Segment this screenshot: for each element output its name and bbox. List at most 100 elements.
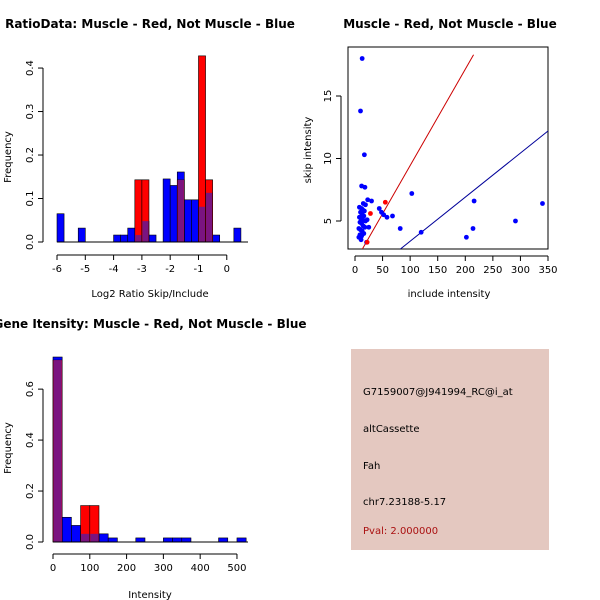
hist1-x-tick-label-1: -5 [80,264,90,275]
hist1-overlap-bar-2 [177,179,184,242]
scatter-point-not-muscle-33 [364,217,370,223]
event-type: altCassette [363,424,420,435]
scatter-red-fit-line [361,54,474,249]
hist3-overlap-bar-2 [90,533,99,542]
hist3-blue-bar-1 [61,516,72,543]
hist1-blue-bar-8 [162,178,171,243]
scatter-point-not-muscle-12 [361,208,367,214]
hist3-blue-bar-7 [135,537,146,543]
scatter-point-not-muscle-43 [463,234,469,240]
scatter-x-tick-label-4: 200 [456,265,475,276]
scatter-x-tick-label-6: 300 [511,265,530,276]
intensity-histogram-title: Gene Itensity: Muscle - Red, Not Muscle … [0,317,307,331]
p-value: Pval: 2.000000 [363,526,439,537]
hist1-y-tick-label-4: 0.4 [25,60,36,76]
hist3-overlap-bar-1 [81,533,90,542]
scatter-point-not-muscle-35 [376,206,382,211]
ratio-histogram-title: RatioData: Muscle - Red, Not Muscle - Bl… [5,17,295,31]
hist1-blue-bar-4 [127,227,136,243]
hist1-blue-bar-12 [191,199,199,243]
hist1-x-tick-label-2: -4 [109,264,119,275]
hist1-blue-bar-9 [169,185,178,243]
intensity-scatter-panel: Muscle - Red, Not Muscle - Blue include … [303,17,558,300]
scatter-x-tick-label-3: 150 [428,265,447,276]
hist1-y-tick-label-3: 0.3 [25,104,36,120]
hist3-y-tick-label-1: 0.2 [25,483,36,499]
ratio-histogram-bars [56,55,242,243]
probe-id: G7159007@J941994_RC@i_at [363,387,513,398]
scatter-point-not-muscle-42 [418,229,424,235]
scatter-point-not-muscle-37 [381,212,387,218]
scatter-point-not-muscle-38 [384,214,390,220]
hist1-blue-bar-11 [184,199,192,243]
hist3-blue-bar-2 [71,525,81,543]
scatter-point-not-muscle-1 [358,108,363,114]
hist3-blue-bar-9 [172,537,183,543]
hist1-x-tick-label-4: -2 [165,264,175,275]
scatter-x-tick-label-0: 0 [352,265,358,276]
scatter-point-muscle-2 [364,239,370,245]
hist3-x-tick-label-4: 400 [191,563,210,574]
hist3-y-tick-label-0: 0.0 [25,534,36,550]
hist1-y-tick-label-2: 0.2 [25,147,36,163]
scatter-point-muscle-1 [368,211,373,216]
scatter-point-not-muscle-46 [513,218,518,224]
intensity-histogram-axes: 0 100 200 300 400 500 0.0 0.2 0.4 0.6 [25,381,248,574]
scatter-x-tick-label-7: 350 [538,265,557,276]
chromosome-location: chr7.23188-5.17 [363,497,447,508]
scatter-point-not-muscle-0 [359,56,365,61]
hist3-y-tick-label-2: 0.4 [25,432,36,448]
hist1-x-tick-label-3: -3 [137,264,147,275]
scatter-y-tick-label-1: 10 [323,152,334,165]
scatter-x-tick-label-1: 50 [376,265,389,276]
hist1-red-bar-0 [134,179,143,243]
hist3-x-tick-label-1: 100 [80,563,99,574]
scatter-xlabel: include intensity [408,289,491,300]
ratio-histogram-panel: RatioData: Muscle - Red, Not Muscle - Bl… [3,17,295,300]
hist1-y-tick-label-1: 0.1 [25,191,36,207]
hist3-blue-bar-5 [98,533,109,543]
scatter-point-not-muscle-2 [361,152,367,158]
scatter-marks [356,54,548,249]
ratio-histogram-ylabel: Frequency [3,131,14,183]
scatter-axes: 0 50 100 150 200 250 300 350 5 10 15 [323,90,558,276]
hist3-blue-bar-10 [181,537,192,543]
scatter-point-not-muscle-40 [397,226,403,231]
info-panel: G7159007@J941994_RC@i_at altCassette Fah… [351,349,549,550]
hist1-blue-bar-0 [56,213,65,243]
intensity-histogram-ylabel: Frequency [3,422,14,474]
hist3-x-tick-label-3: 300 [154,563,173,574]
hist1-blue-bar-16 [233,227,242,243]
scatter-point-not-muscle-44 [470,226,476,231]
scatter-y-tick-label-2: 15 [323,90,334,103]
scatter-point-not-muscle-4 [362,184,368,190]
scatter-ylabel: skip intensity [303,117,314,184]
scatter-point-not-muscle-47 [540,201,545,206]
hist1-overlap-bar-3 [198,206,206,242]
hist3-blue-bar-8 [163,537,173,543]
hist3-overlap-bar-0 [53,360,62,542]
scatter-point-not-muscle-8 [363,202,368,208]
intensity-histogram-panel: Gene Itensity: Muscle - Red, Not Muscle … [0,317,307,600]
scatter-title: Muscle - Red, Not Muscle - Blue [343,17,557,31]
hist1-x-tick-label-0: -6 [52,264,62,275]
ratio-histogram-axes: -6 -5 -4 -3 -2 -1 0 0.0 0.1 0.2 0.3 0.4 [25,60,248,275]
scatter-point-not-muscle-31 [358,237,364,243]
hist1-overlap-bar-1 [142,221,149,242]
scatter-point-not-muscle-39 [390,213,395,219]
hist1-blue-bar-2 [113,234,121,243]
scatter-point-not-muscle-23 [362,224,368,230]
scatter-x-tick-label-2: 100 [401,265,420,276]
hist3-y-tick-label-3: 0.6 [25,381,36,397]
scatter-x-tick-label-5: 250 [483,265,502,276]
scatter-point-muscle-0 [382,199,388,205]
hist1-x-tick-label-5: -1 [193,264,203,275]
hist3-blue-bar-6 [107,537,118,543]
hist3-blue-bar-12 [236,537,247,543]
scatter-point-not-muscle-5 [365,197,371,203]
ratio-histogram-xlabel: Log2 Ratio Skip/Include [91,289,208,300]
scatter-point-not-muscle-45 [471,198,477,204]
scatter-point-not-muscle-41 [409,191,415,196]
intensity-histogram-xlabel: Intensity [128,590,172,600]
